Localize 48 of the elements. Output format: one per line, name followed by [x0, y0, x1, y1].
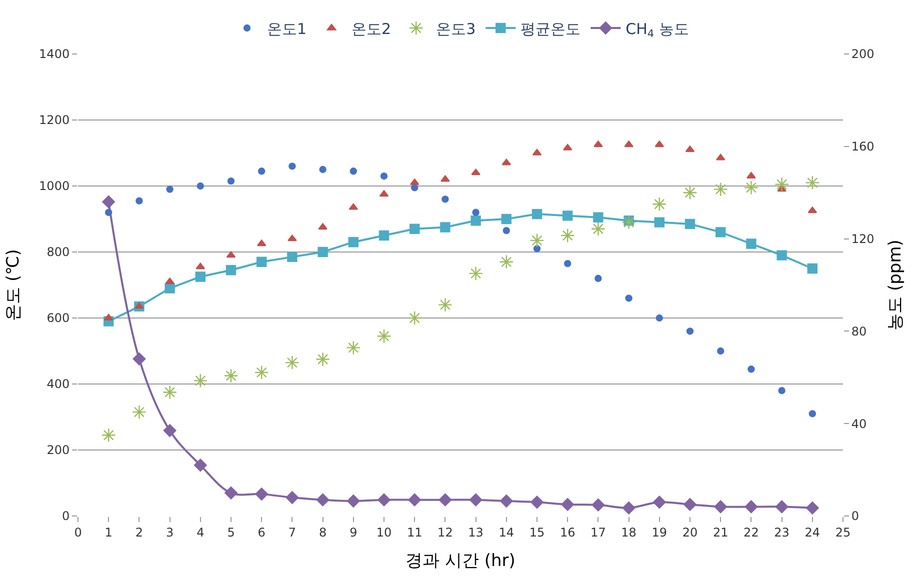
- x-tick-label: 21: [712, 525, 728, 540]
- y-tick-label: 600: [46, 311, 70, 326]
- y2-tick-label: 0: [851, 509, 860, 524]
- x-tick-label: 19: [652, 525, 668, 540]
- x-tick-label: 24: [804, 525, 820, 540]
- y2-axis-title: 농도 (ppm): [886, 240, 906, 330]
- y-tick-label: 800: [46, 245, 70, 260]
- y-tick-label: 1200: [39, 113, 70, 128]
- y-axis-title: 온도 (℃): [4, 249, 24, 321]
- x-tick-label: 23: [774, 525, 790, 540]
- x-tick-label: 10: [376, 525, 392, 540]
- x-tick-label: 9: [350, 525, 358, 540]
- x-tick-label: 25: [835, 525, 851, 540]
- x-tick-label: 8: [318, 525, 327, 540]
- x-tick-label: 0: [74, 525, 82, 540]
- y-tick-label: 1000: [39, 179, 70, 194]
- x-tick-label: 4: [196, 525, 204, 540]
- x-tick-label: 17: [590, 525, 606, 540]
- y2-tick-label: 80: [851, 324, 867, 338]
- legend-label: 평균온도: [520, 20, 581, 38]
- legend-label: 온도2: [352, 20, 392, 38]
- y-tick-label: 200: [46, 443, 70, 458]
- legend-label: CH$_{4}$ 농도: [626, 20, 689, 40]
- y2-tick-label: 200: [851, 47, 874, 62]
- x-tick-label: 1: [104, 525, 112, 540]
- x-axis-title: 경과 시간 (hr): [406, 550, 516, 571]
- y-tick-label: 400: [46, 377, 70, 392]
- x-tick-label: 18: [621, 525, 636, 540]
- y-tick-label: 1400: [39, 47, 70, 62]
- x-tick-label: 22: [744, 525, 759, 540]
- x-tick-label: 20: [682, 525, 698, 540]
- x-tick-label: 5: [227, 525, 235, 540]
- x-tick-label: 2: [135, 525, 144, 540]
- legend-label: 온도1: [267, 20, 307, 38]
- x-tick-label: 6: [258, 525, 266, 540]
- x-tick-label: 14: [498, 525, 514, 540]
- x-tick-label: 13: [468, 525, 484, 540]
- x-tick-label: 15: [529, 525, 545, 540]
- y2-tick-label: 40: [851, 416, 867, 431]
- y2-tick-label: 160: [851, 140, 874, 154]
- x-tick-label: 12: [438, 525, 453, 540]
- y-tick-label: 0: [62, 509, 70, 524]
- y2-tick-label: 120: [851, 232, 874, 246]
- x-tick-label: 16: [560, 525, 576, 540]
- legend-label: 온도3: [436, 20, 476, 38]
- x-tick-label: 11: [406, 525, 422, 540]
- x-tick-label: 7: [288, 525, 296, 540]
- x-tick-label: 3: [166, 525, 174, 540]
